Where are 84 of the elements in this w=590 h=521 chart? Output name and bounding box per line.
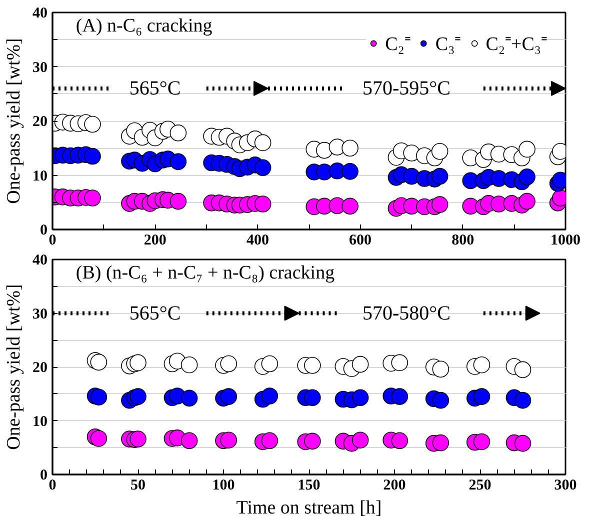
point xyxy=(514,434,532,452)
chart-title: (A) n-C₆ cracking xyxy=(76,16,213,36)
point xyxy=(130,354,146,372)
point xyxy=(304,357,321,374)
y-axis-title: One-pass yield [wt%] xyxy=(4,284,24,450)
point xyxy=(90,430,108,447)
annotation: 570-595°C xyxy=(362,77,450,100)
x-tick-label: 150 xyxy=(298,478,320,494)
y-tick-label: 0 xyxy=(40,222,48,238)
point xyxy=(431,196,448,213)
point xyxy=(473,356,490,374)
point xyxy=(220,432,238,448)
point xyxy=(391,388,408,405)
point xyxy=(254,196,272,212)
x-tick-label: 400 xyxy=(246,232,269,248)
point xyxy=(352,389,369,406)
legend-label: C₂⁼+C₃⁼ xyxy=(486,33,547,56)
point xyxy=(431,142,448,160)
point xyxy=(261,355,278,372)
point xyxy=(130,430,146,448)
point xyxy=(90,388,108,406)
annotation: 565°C xyxy=(129,302,181,324)
point xyxy=(342,140,358,157)
point xyxy=(342,163,358,180)
point xyxy=(254,134,272,152)
x-tick-label: 1000 xyxy=(550,232,580,248)
point xyxy=(514,361,532,378)
point xyxy=(431,168,448,185)
point xyxy=(180,390,198,407)
point xyxy=(518,192,536,210)
point xyxy=(170,124,187,142)
point xyxy=(261,388,278,404)
annotation: 570-580°C xyxy=(362,302,450,324)
legend-label: C₂⁼ xyxy=(385,33,410,56)
point xyxy=(180,356,198,374)
y-tick-label: 20 xyxy=(32,114,48,130)
point xyxy=(432,434,450,452)
y-tick-label: 20 xyxy=(32,360,48,376)
point xyxy=(391,432,408,450)
y-tick-label: 10 xyxy=(32,414,48,430)
point xyxy=(352,356,369,373)
x-tick-label: 800 xyxy=(452,232,474,248)
y-tick-label: 0 xyxy=(40,468,48,484)
point xyxy=(342,198,358,215)
y-tick-label: 40 xyxy=(32,6,48,22)
point xyxy=(90,354,108,371)
point xyxy=(84,116,101,133)
point xyxy=(391,354,408,372)
point xyxy=(304,432,321,450)
x-tick-label: 600 xyxy=(349,232,372,248)
x-tick-label: 200 xyxy=(383,478,406,494)
point xyxy=(220,355,238,372)
y-tick-label: 40 xyxy=(32,252,48,268)
x-tick-label: 300 xyxy=(554,478,577,494)
x-tick-label: 50 xyxy=(130,478,146,494)
chart-title: (B) (n-C₆ + n-C₇ + n-C₈) cracking xyxy=(76,262,336,284)
point xyxy=(432,360,450,378)
point xyxy=(130,388,146,405)
point xyxy=(304,389,321,406)
point xyxy=(352,432,369,448)
point xyxy=(254,159,272,176)
point xyxy=(84,148,101,165)
x-tick-label: 100 xyxy=(212,478,235,494)
y-tick-label: 10 xyxy=(32,168,48,184)
x-tick-label: 250 xyxy=(468,478,492,494)
point xyxy=(220,388,238,405)
point xyxy=(518,168,536,186)
point xyxy=(261,432,278,450)
point xyxy=(84,190,101,206)
point xyxy=(473,388,490,405)
point xyxy=(473,433,490,450)
point xyxy=(170,192,187,210)
point xyxy=(514,392,532,409)
y-tick-label: 30 xyxy=(32,60,48,76)
legend-label: C₃⁼ xyxy=(435,33,461,56)
point xyxy=(518,140,536,158)
y-axis-title: One-pass yield [wt%] xyxy=(4,38,24,204)
point xyxy=(180,432,198,450)
x-axis-title: Time on stream [h] xyxy=(236,498,382,518)
x-tick-label: 200 xyxy=(144,232,166,248)
annotation: 565°C xyxy=(129,77,181,100)
point xyxy=(432,392,450,409)
y-tick-label: 30 xyxy=(32,306,48,322)
point xyxy=(170,153,187,170)
